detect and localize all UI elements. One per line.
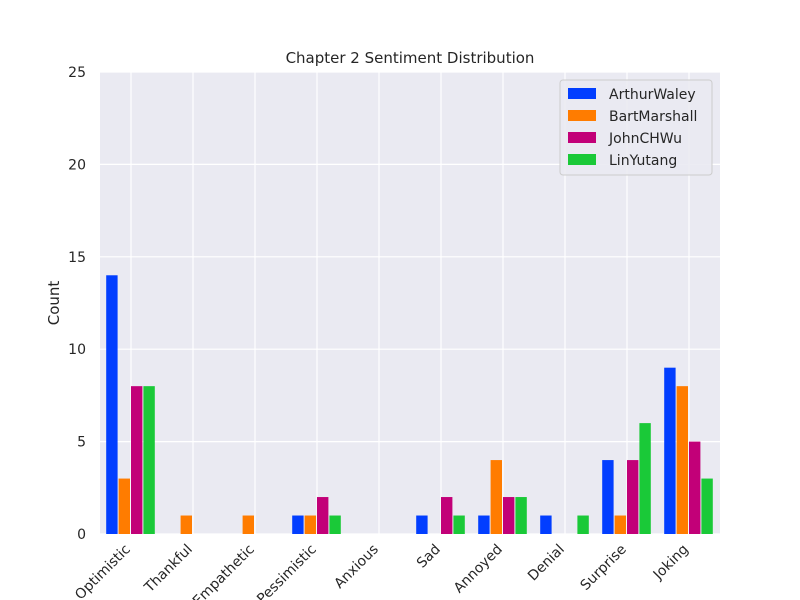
bar-bartmarshall-joking [676, 386, 688, 534]
legend-swatch [568, 110, 596, 121]
y-tick-label: 15 [68, 250, 86, 266]
legend-swatch [568, 154, 596, 165]
y-tick-label: 20 [68, 157, 86, 173]
bar-linyutang-sad [453, 515, 465, 534]
bar-johnchwu-joking [689, 441, 701, 534]
grid [100, 71, 720, 535]
bar-arthurwaley-annoyed [478, 515, 490, 534]
x-tick-label: Optimistic [72, 542, 134, 600]
y-tick-label: 0 [77, 527, 86, 543]
x-tick-label: Annoyed [451, 542, 506, 597]
y-tick-label: 10 [68, 342, 86, 358]
bar-arthurwaley-denial [540, 515, 552, 534]
y-tick-label: 25 [68, 65, 86, 81]
bar-bartmarshall-pessimistic [304, 515, 316, 534]
bar-arthurwaley-sad [416, 515, 428, 534]
legend-label: JohnCHWu [608, 131, 682, 147]
bar-arthurwaley-joking [664, 367, 676, 534]
bars [106, 275, 713, 534]
bar-johnchwu-sad [441, 497, 453, 534]
bar-linyutang-annoyed [515, 497, 527, 534]
bar-johnchwu-surprise [627, 460, 639, 534]
y-axis-title: Count [45, 281, 63, 326]
legend-label: BartMarshall [609, 109, 697, 125]
x-tick-label: Thankful [141, 542, 196, 597]
bar-bartmarshall-surprise [614, 515, 626, 534]
y-tick-label: 5 [77, 435, 86, 451]
bar-linyutang-denial [577, 515, 589, 534]
bar-johnchwu-annoyed [503, 497, 515, 534]
x-tick-label: Empathetic [190, 542, 258, 600]
bar-bartmarshall-annoyed [490, 460, 502, 534]
legend: ArthurWaley BartMarshall JohnCHWu LinYutang [559, 79, 713, 176]
bar-linyutang-surprise [639, 423, 651, 534]
bar-linyutang-joking [701, 478, 713, 534]
bar-arthurwaley-pessimistic [292, 515, 304, 534]
x-tick-label: Anxious [331, 542, 381, 592]
x-tick-label: Sad [414, 542, 444, 572]
legend-swatch [568, 132, 596, 143]
bar-bartmarshall-thankful [180, 515, 192, 534]
bar-johnchwu-pessimistic [317, 497, 329, 534]
legend-swatch [568, 88, 596, 99]
x-tick-label: Pessimistic [254, 542, 320, 600]
bar-linyutang-pessimistic [329, 515, 341, 534]
x-tick-label: Surprise [578, 542, 630, 594]
legend-label: LinYutang [609, 153, 677, 169]
bar-bartmarshall-optimistic [118, 478, 130, 534]
bar-arthurwaley-surprise [602, 460, 614, 534]
bar-bartmarshall-empathetic [242, 515, 254, 534]
y-ticks: 0 5 10 15 20 25 [68, 65, 86, 543]
bar-johnchwu-optimistic [131, 386, 143, 534]
x-tick-label: Denial [525, 542, 568, 585]
x-tick-label: Joking [650, 542, 692, 584]
chart-title: Chapter 2 Sentiment Distribution [286, 49, 535, 67]
bar-linyutang-optimistic [143, 386, 155, 534]
bar-arthurwaley-optimistic [106, 275, 118, 534]
legend-label: ArthurWaley [609, 87, 696, 103]
legend-box [559, 79, 713, 176]
